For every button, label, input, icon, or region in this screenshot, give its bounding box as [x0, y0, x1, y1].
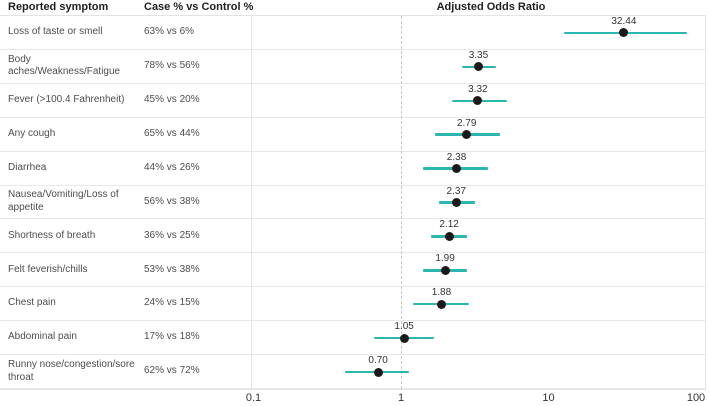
odds-ratio-value-label: 32.44	[611, 15, 637, 27]
row-case-vs-control-label: 17% vs 18%	[144, 331, 200, 343]
table-row: Loss of taste or smell 63% vs 6%	[0, 16, 706, 50]
table-row: Body aches/Weakness/Fatigue 78% vs 56%	[0, 50, 706, 84]
row-symptom-label: Chest pain	[8, 297, 56, 309]
header-separator-line	[0, 15, 706, 16]
odds-ratio-point[interactable]	[462, 130, 472, 140]
row-symptom-label: Felt feverish/chills	[8, 263, 88, 275]
odds-ratio-point[interactable]	[473, 62, 483, 72]
table-row: Abdominal pain 17% vs 18%	[0, 321, 706, 356]
row-case-vs-control-label: 24% vs 15%	[144, 297, 200, 309]
odds-ratio-point[interactable]	[452, 164, 462, 174]
odds-ratio-value-label: 1.99	[435, 253, 455, 265]
x-axis-tick-label: 1	[397, 392, 405, 404]
odds-ratio-point[interactable]	[440, 265, 450, 275]
odds-ratio-value-label: 1.05	[394, 321, 414, 333]
row-case-vs-control-label: 78% vs 56%	[144, 60, 200, 72]
x-axis-tick-label: 10	[542, 392, 555, 404]
axis-baseline	[0, 389, 706, 390]
plot-left-border	[251, 15, 252, 389]
table-row: Shortness of breath 36% vs 25%	[0, 219, 706, 254]
table-row: Chest pain 24% vs 15%	[0, 287, 706, 322]
row-symptom-label: Runny nose/congestion/sore throat	[8, 359, 135, 383]
column-header-case-vs-control: Case % vs Control %	[144, 1, 254, 13]
table-row: Nausea/Vomiting/Loss of appetite 56% vs 3…	[0, 186, 706, 220]
odds-ratio-value-label: 0.70	[368, 355, 388, 367]
row-symptom-label: Nausea/Vomiting/Loss of appetite	[8, 189, 119, 213]
table-row: Diarrhea 44% vs 26%	[0, 152, 706, 186]
row-symptom-label: Shortness of breath	[8, 229, 96, 241]
odds-ratio-point[interactable]	[451, 198, 461, 207]
row-symptom-label: Any cough	[8, 127, 56, 139]
row-symptom-label: Loss of taste or smell	[8, 26, 103, 38]
odds-ratio-point[interactable]	[373, 367, 383, 377]
odds-ratio-point[interactable]	[444, 231, 454, 241]
row-case-vs-control-label: 44% vs 26%	[144, 161, 200, 173]
row-case-vs-control-label: 56% vs 38%	[144, 195, 200, 207]
row-symptom-label: Abdominal pain	[8, 331, 77, 343]
row-case-vs-control-label: 62% vs 72%	[144, 365, 200, 377]
odds-ratio-point[interactable]	[473, 96, 483, 106]
odds-ratio-point[interactable]	[619, 28, 629, 38]
odds-ratio-value-label: 2.79	[456, 117, 477, 129]
chart-title-adjusted-odds-ratio: Adjusted Odds Ratio	[436, 1, 546, 13]
x-axis-tick-label: 100	[686, 392, 706, 404]
row-case-vs-control-label: 53% vs 38%	[144, 263, 200, 275]
odds-ratio-point[interactable]	[436, 299, 446, 309]
x-axis-tick-label: 0.1	[245, 392, 262, 404]
odds-ratio-value-label: 1.88	[431, 287, 452, 299]
row-case-vs-control-label: 36% vs 25%	[144, 229, 200, 241]
row-case-vs-control-label: 45% vs 20%	[144, 94, 200, 106]
row-symptom-label: Fever (>100.4 Fahrenheit)	[8, 94, 125, 106]
odds-ratio-value-label: 2.37	[446, 185, 466, 197]
row-case-vs-control-label: 63% vs 6%	[144, 26, 195, 38]
table-row: Runny nose/congestion/sore throat 62% vs …	[0, 355, 706, 389]
reference-line-or-1	[401, 16, 402, 389]
odds-ratio-value-label: 3.35	[468, 49, 489, 61]
odds-ratio-value-label: 2.12	[439, 219, 459, 231]
table-row: Felt feverish/chills 53% vs 38%	[0, 253, 706, 288]
odds-ratio-value-label: 2.38	[446, 151, 467, 163]
odds-ratio-value-label: 3.32	[468, 83, 488, 95]
table-row: Fever (>100.4 Fahrenheit) 45% vs 20%	[0, 84, 706, 118]
plot-right-border	[705, 15, 706, 389]
odds-ratio-point[interactable]	[399, 333, 409, 343]
table-row: Any cough 65% vs 44%	[0, 118, 706, 152]
row-symptom-label: Diarrhea	[8, 161, 47, 173]
row-symptom-label: Body aches/Weakness/Fatigue	[8, 53, 121, 78]
column-header-reported-symptom: Reported symptom	[8, 1, 109, 13]
row-case-vs-control-label: 65% vs 44%	[144, 127, 200, 139]
